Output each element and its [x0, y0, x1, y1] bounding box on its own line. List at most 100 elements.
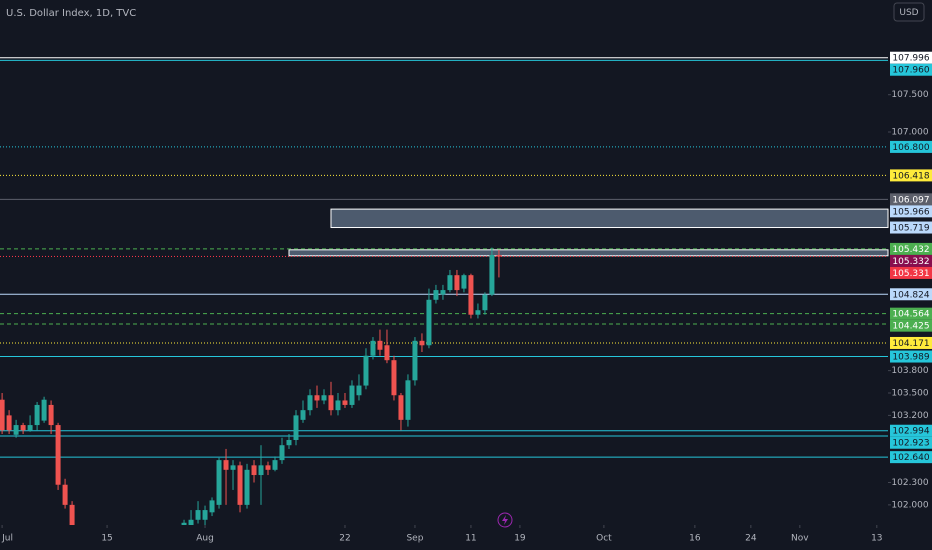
candle-body — [272, 460, 278, 470]
candle-body — [209, 500, 215, 513]
candle-body — [244, 469, 250, 505]
candle-body — [314, 395, 320, 401]
y-tick-label: 103.200 — [891, 411, 928, 421]
candle-body — [223, 460, 229, 470]
price-label-bg — [890, 63, 932, 76]
price-label: 105.432 — [892, 245, 929, 255]
price-label: 106.800 — [892, 143, 929, 153]
candle-body — [328, 395, 334, 411]
price-label: 104.564 — [892, 310, 929, 320]
candle-body — [426, 299, 432, 346]
candle-body — [181, 522, 187, 525]
candle-body — [412, 340, 418, 381]
price-label: 105.332 — [892, 257, 929, 267]
candle-body — [188, 519, 194, 525]
y-tick-label: 107.000 — [891, 127, 928, 137]
price-label-bg — [890, 242, 932, 255]
price-label-bg — [890, 451, 932, 464]
y-tick-label: 107.500 — [891, 90, 928, 100]
price-label: 104.824 — [892, 290, 929, 300]
candle-body — [321, 395, 327, 401]
candle-body — [405, 380, 411, 420]
x-tick-label: Aug — [196, 534, 214, 544]
candle-body — [461, 275, 467, 289]
candle-body — [202, 510, 208, 520]
price-label: 104.425 — [892, 322, 929, 332]
price-label-bg — [890, 169, 932, 182]
price-label-bg — [890, 307, 932, 320]
price-label: 105.966 — [892, 207, 929, 217]
candle-body — [251, 465, 257, 476]
candle-body — [468, 275, 474, 315]
zone — [330, 208, 889, 229]
candle-body — [489, 255, 495, 295]
candle-body — [293, 415, 299, 440]
price-label-bg — [890, 266, 932, 279]
candle-body — [265, 465, 271, 470]
price-label-bg — [890, 336, 932, 349]
candle-body — [279, 445, 285, 461]
candle-body — [6, 415, 12, 431]
price-label: 102.640 — [892, 453, 929, 463]
x-tick-label: 13 — [871, 534, 882, 544]
currency-button[interactable] — [893, 2, 925, 22]
price-label: 106.418 — [892, 171, 929, 181]
price-label: 105.719 — [892, 224, 929, 234]
price-label: 105.331 — [892, 269, 929, 279]
x-tick-label: Nov — [791, 534, 809, 544]
x-tick-label: Jul — [1, 534, 13, 544]
candle-body — [237, 465, 243, 505]
candle-body — [447, 275, 453, 291]
event-icon[interactable] — [497, 512, 513, 528]
candle-body — [384, 345, 390, 361]
x-tick-label: Sep — [406, 534, 423, 544]
price-label: 106.097 — [892, 195, 929, 205]
candle-body — [216, 460, 222, 505]
chart-title: U.S. Dollar Index, 1D, TVC — [6, 8, 136, 19]
price-label-bg — [890, 319, 932, 332]
candle-body — [335, 400, 341, 411]
candle-body — [377, 340, 383, 350]
price-label: 102.923 — [892, 439, 929, 449]
price-label-bg — [890, 193, 932, 206]
price-label-bg — [890, 221, 932, 234]
x-tick-label: 11 — [465, 534, 476, 544]
candle-body — [419, 340, 425, 346]
price-label-bg — [890, 140, 932, 153]
candle-body — [62, 484, 68, 505]
price-label-bg — [890, 436, 932, 449]
candle-body — [433, 290, 439, 300]
y-tick-label: 103.800 — [891, 366, 928, 376]
candle-body — [370, 340, 376, 356]
candle-body — [454, 275, 460, 291]
price-label: 107.996 — [892, 54, 929, 64]
candle-body — [34, 404, 40, 426]
price-label: 103.989 — [892, 353, 929, 363]
x-tick-label: 24 — [745, 534, 757, 544]
y-tick-label: 103.500 — [891, 389, 928, 399]
candle-body — [41, 399, 47, 421]
candle-body — [20, 425, 26, 431]
candle-body — [300, 410, 306, 420]
y-tick-label: 102.300 — [891, 478, 928, 488]
y-tick-label: 102.000 — [891, 500, 928, 510]
x-tick-label: Oct — [596, 534, 612, 544]
candle-body — [230, 465, 236, 470]
candle-body — [0, 399, 5, 431]
price-label-bg — [890, 350, 932, 363]
price-label-bg — [890, 288, 932, 301]
price-label-bg — [890, 205, 932, 218]
candle-body — [349, 385, 355, 405]
candle-body — [363, 355, 369, 386]
currency-label: USD — [899, 8, 918, 18]
price-label: 107.960 — [892, 66, 929, 76]
candle-body — [48, 404, 54, 426]
price-label: 102.994 — [892, 427, 929, 437]
candle-body — [342, 400, 348, 405]
candle-body — [496, 255, 502, 257]
candle-body — [195, 510, 201, 520]
x-tick-label: 16 — [689, 534, 701, 544]
x-tick-label: 19 — [514, 534, 526, 544]
price-label-bg — [890, 424, 932, 437]
x-tick-label: 22 — [339, 534, 350, 544]
